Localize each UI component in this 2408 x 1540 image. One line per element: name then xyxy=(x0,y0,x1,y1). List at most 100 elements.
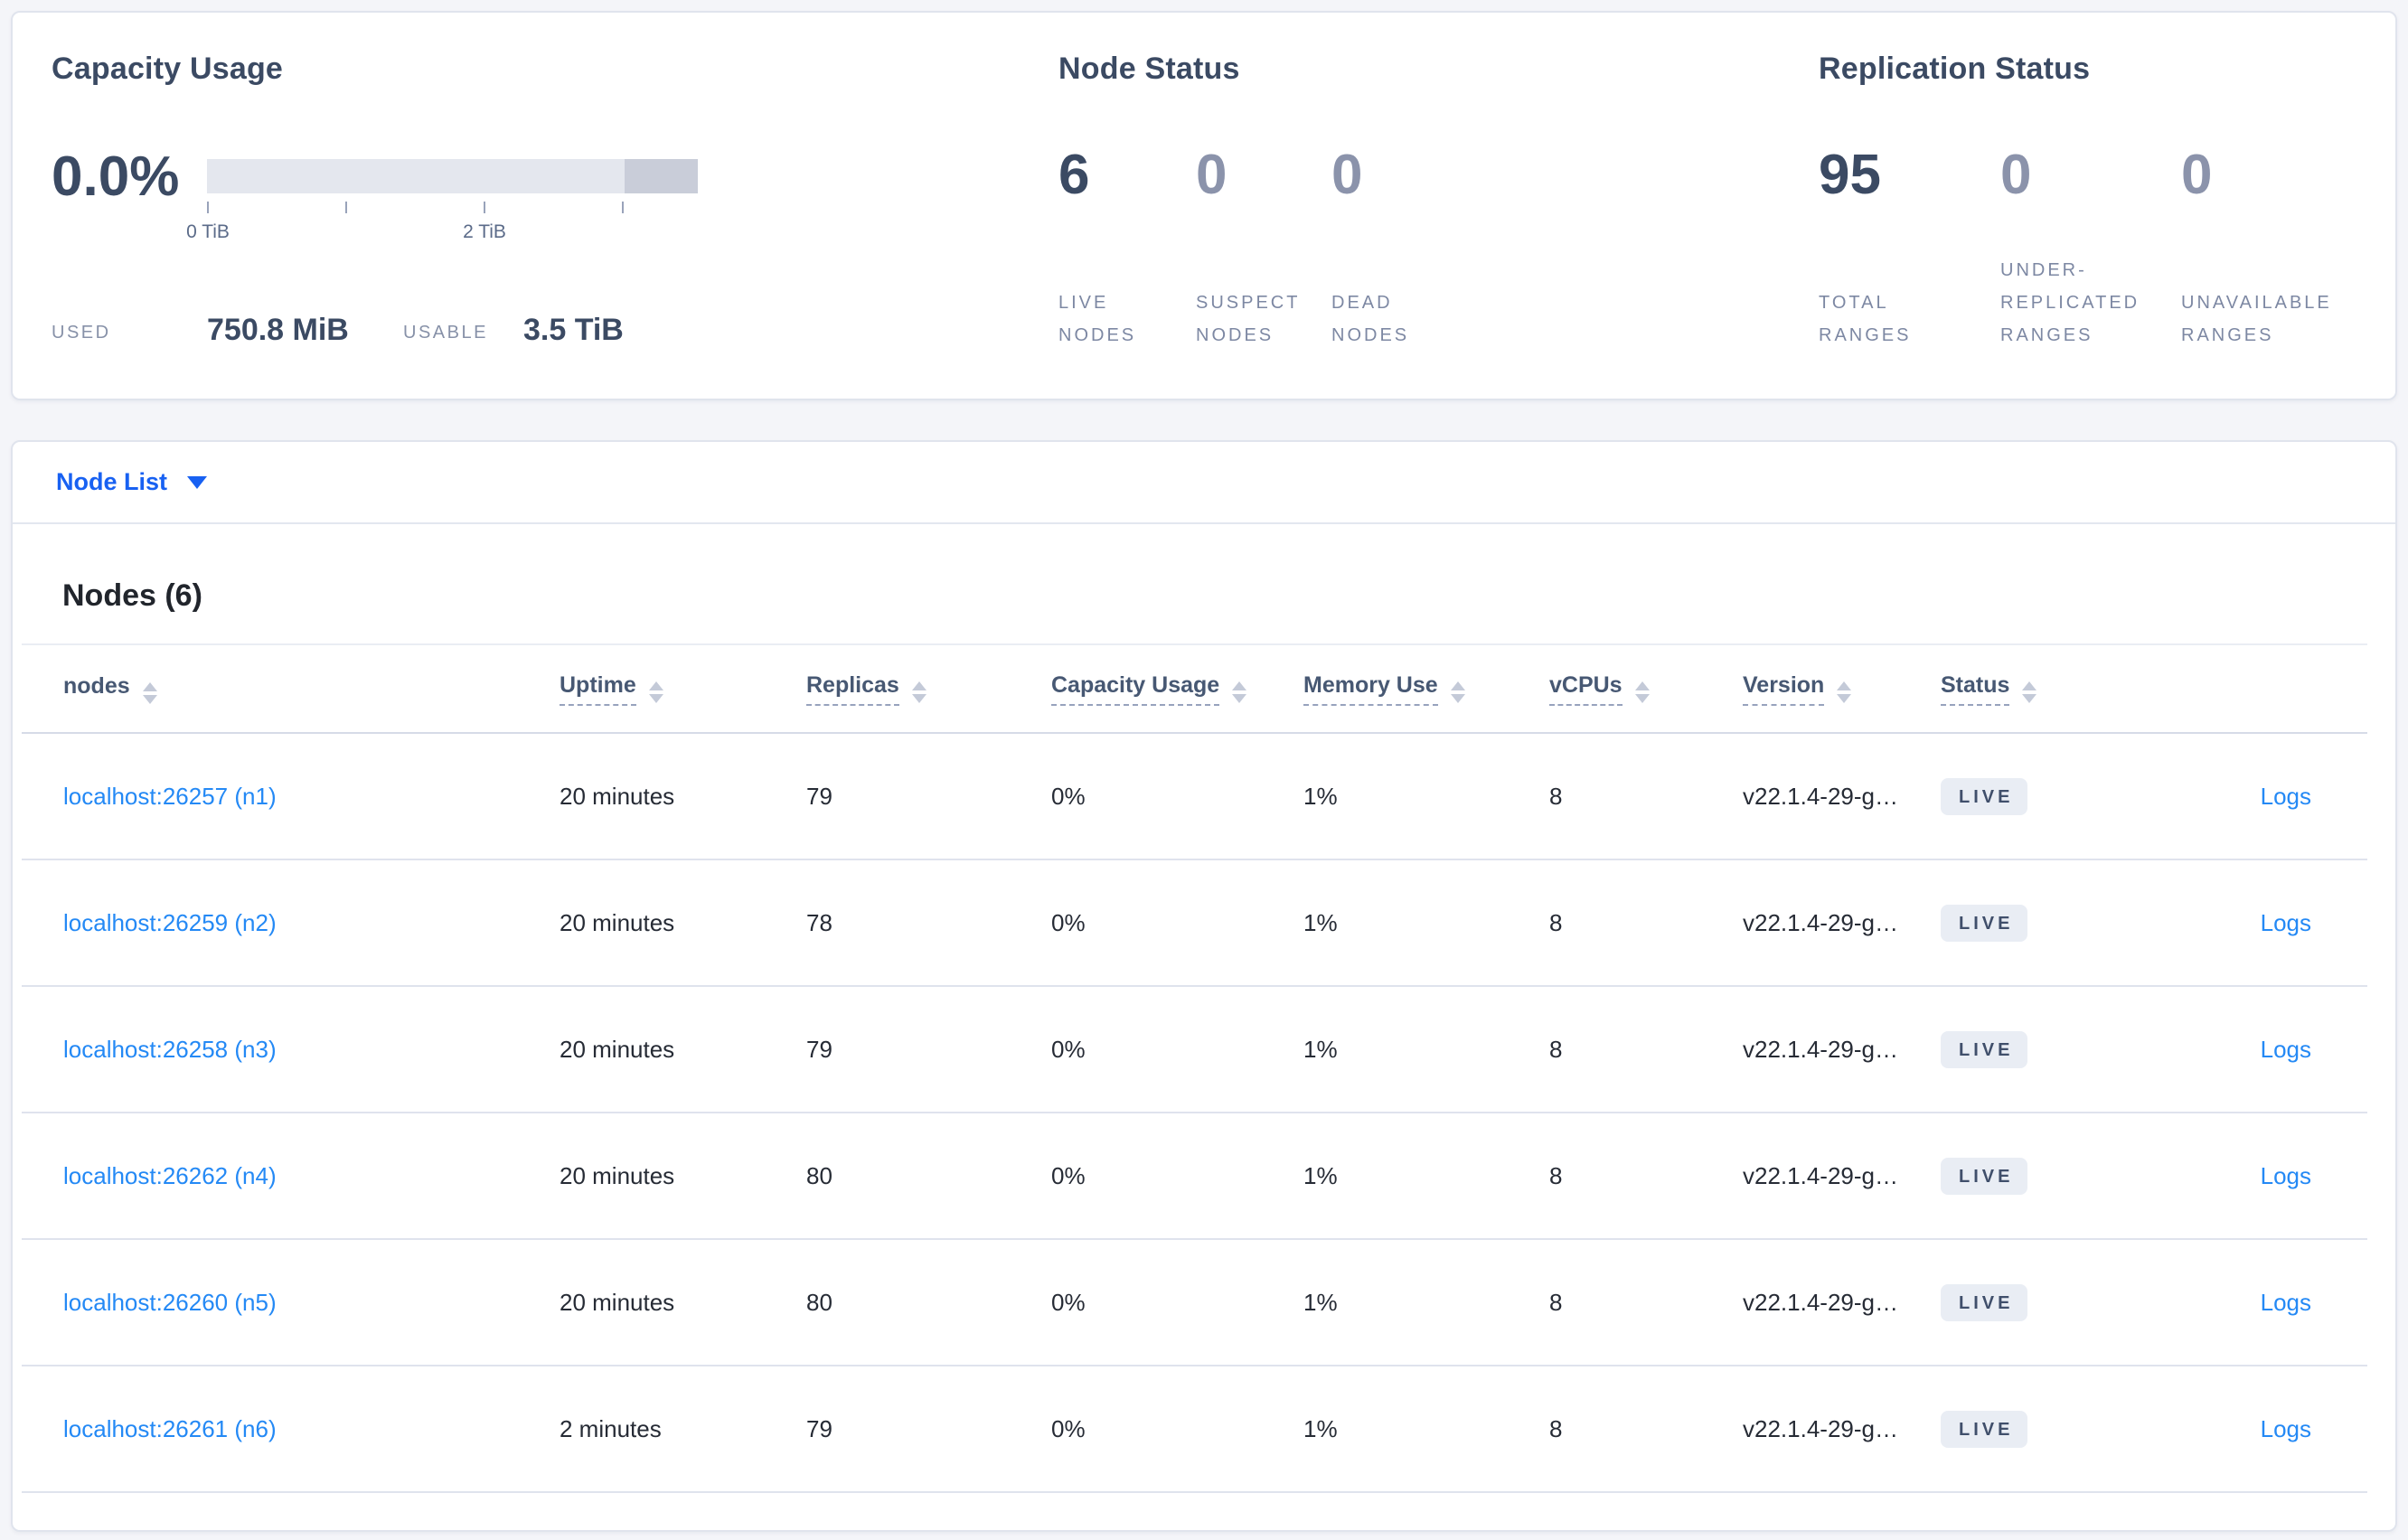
cluster-summary-panel: Capacity Usage 0.0% 0 TiB 2 TiB USED 750… xyxy=(11,11,2397,400)
sort-icon[interactable] xyxy=(911,681,927,703)
memory-use-cell-cell: 1% xyxy=(1303,859,1549,987)
logs-link[interactable]: Logs xyxy=(2260,782,2311,810)
replicas-cell: 79 xyxy=(806,782,832,810)
vcpus-cell-cell: 8 xyxy=(1549,986,1743,1113)
status-badge: LIVE xyxy=(1941,1283,2028,1321)
uptime-cell: 20 minutes xyxy=(560,908,675,936)
capacity-usage-cell-cell: 0% xyxy=(1051,733,1303,860)
sort-icon[interactable] xyxy=(648,681,663,703)
replicas-cell-cell: 79 xyxy=(806,733,1051,860)
nodes-heading: Nodes (6) xyxy=(62,578,202,613)
node-list-dropdown[interactable]: Node List xyxy=(13,442,2395,524)
column-header-vcpus[interactable]: vCPUs xyxy=(1549,644,1743,734)
column-header-replicas[interactable]: Replicas xyxy=(806,644,1051,734)
column-label-version: Version xyxy=(1743,672,1825,706)
column-header-version[interactable]: Version xyxy=(1743,644,1941,734)
column-label-capacity-usage: Capacity Usage xyxy=(1051,672,1220,706)
suspect-nodes-label: SUSPECT NODES xyxy=(1196,293,1301,345)
sort-icon[interactable] xyxy=(2022,681,2037,703)
capacity-legend: USED 750.8 MiB USABLE 3.5 TiB xyxy=(52,310,1001,348)
status-badge: LIVE xyxy=(1941,1410,2028,1448)
version-cell: v22.1.4-29-g… xyxy=(1743,1035,1898,1063)
status-badge-cell: LIVE xyxy=(1941,1113,2171,1240)
uptime-cell-cell: 20 minutes xyxy=(560,1239,806,1366)
replicas-cell: 78 xyxy=(806,908,832,936)
node-status-title: Node Status xyxy=(1058,52,1240,86)
uptime-cell-cell: 20 minutes xyxy=(560,859,806,987)
column-label-memory-use: Memory Use xyxy=(1303,672,1438,706)
capacity-usage-section: Capacity Usage 0.0% 0 TiB 2 TiB USED 750… xyxy=(52,52,1001,352)
memory-use-cell: 1% xyxy=(1303,1414,1338,1442)
dead-nodes-label: DEAD NODES xyxy=(1331,293,1410,345)
capacity-usage-cell: 0% xyxy=(1051,1161,1086,1189)
node-list-dropdown-label: Node List xyxy=(56,468,168,495)
node-link-cell: localhost:26257 (n1) xyxy=(22,733,560,860)
logs-link[interactable]: Logs xyxy=(2260,1035,2311,1063)
column-header-capacity-usage[interactable]: Capacity Usage xyxy=(1051,644,1303,734)
logs-link[interactable]: Logs xyxy=(2260,908,2311,936)
node-link[interactable]: localhost:26257 (n1) xyxy=(63,782,277,810)
table-row: localhost:26260 (n5) 20 minutes 80 0% 1% 8 v22… xyxy=(22,1239,2367,1366)
capacity-usage-cell-cell: 0% xyxy=(1051,859,1303,987)
column-header-logs xyxy=(2171,644,2367,734)
node-list-panel: Node List Nodes (6) nodes Uptime Replicas C… xyxy=(11,440,2397,1532)
uptime-cell: 20 minutes xyxy=(560,1035,675,1063)
dead-nodes-value: 0 xyxy=(1331,144,1363,206)
node-link[interactable]: localhost:26258 (n3) xyxy=(63,1035,277,1063)
node-link[interactable]: localhost:26262 (n4) xyxy=(63,1161,277,1189)
logs-link[interactable]: Logs xyxy=(2260,1288,2311,1316)
capacity-axis-label-2: 2 TiB xyxy=(463,221,506,242)
column-header-memory-use[interactable]: Memory Use xyxy=(1303,644,1549,734)
status-badge-cell: LIVE xyxy=(1941,733,2171,860)
column-label-status: Status xyxy=(1941,672,2010,706)
vcpus-cell-cell: 8 xyxy=(1549,859,1743,987)
node-status-values: 6 0 0 xyxy=(1058,147,1467,203)
memory-use-cell-cell: 1% xyxy=(1303,1366,1549,1493)
sort-icon[interactable] xyxy=(1450,681,1465,703)
nodes-table: nodes Uptime Replicas Capacity Usage Memory … xyxy=(22,643,2367,1493)
node-link[interactable]: localhost:26259 (n2) xyxy=(63,908,277,936)
capacity-usage-cell-cell: 0% xyxy=(1051,1239,1303,1366)
capacity-usage-cell: 0% xyxy=(1051,1288,1086,1316)
sort-icon[interactable] xyxy=(1232,681,1247,703)
vcpus-cell-cell: 8 xyxy=(1549,1366,1743,1493)
node-link-cell: localhost:26261 (n6) xyxy=(22,1366,560,1493)
sort-icon[interactable] xyxy=(1634,681,1650,703)
vcpus-cell-cell: 8 xyxy=(1549,1113,1743,1240)
memory-use-cell: 1% xyxy=(1303,908,1338,936)
replication-status-labels: TOTAL RANGES UNDER- REPLICATED RANGES UNAV… xyxy=(1819,254,2362,352)
capacity-usage-cell-cell: 0% xyxy=(1051,986,1303,1113)
node-link-cell: localhost:26260 (n5) xyxy=(22,1239,560,1366)
replicas-cell: 79 xyxy=(806,1035,832,1063)
table-row: localhost:26262 (n4) 20 minutes 80 0% 1% 8 v22… xyxy=(22,1113,2367,1240)
column-label-replicas: Replicas xyxy=(806,672,899,706)
used-label: USED xyxy=(52,323,111,343)
uptime-cell: 20 minutes xyxy=(560,782,675,810)
logs-link[interactable]: Logs xyxy=(2260,1414,2311,1442)
table-row: localhost:26261 (n6) 2 minutes 79 0% 1% 8 v22.… xyxy=(22,1366,2367,1493)
capacity-bar-reserved-segment xyxy=(625,159,698,193)
capacity-usage-cell: 0% xyxy=(1051,1414,1086,1442)
node-link[interactable]: localhost:26261 (n6) xyxy=(63,1414,277,1442)
chevron-down-icon xyxy=(187,475,208,489)
logs-link-cell: Logs xyxy=(2171,1239,2367,1366)
sort-icon[interactable] xyxy=(142,682,157,704)
capacity-usage-cell: 0% xyxy=(1051,908,1086,936)
node-status-labels: LIVE NODES SUSPECT NODES DEAD NODES xyxy=(1058,286,1467,352)
unavailable-ranges-value: 0 xyxy=(2181,144,2213,206)
replication-status-title: Replication Status xyxy=(1819,52,2091,86)
node-link-cell: localhost:26259 (n2) xyxy=(22,859,560,987)
node-link[interactable]: localhost:26260 (n5) xyxy=(63,1288,277,1316)
total-ranges-label: TOTAL RANGES xyxy=(1819,293,1912,345)
column-header-uptime[interactable]: Uptime xyxy=(560,644,806,734)
vcpus-cell: 8 xyxy=(1549,1161,1563,1189)
vcpus-cell: 8 xyxy=(1549,1288,1563,1316)
sort-icon[interactable] xyxy=(1837,681,1852,703)
live-nodes-value: 6 xyxy=(1058,144,1090,206)
status-badge: LIVE xyxy=(1941,1030,2028,1068)
column-header-nodes[interactable]: nodes xyxy=(22,644,560,734)
logs-link[interactable]: Logs xyxy=(2260,1161,2311,1189)
replicas-cell-cell: 79 xyxy=(806,986,1051,1113)
column-header-status[interactable]: Status xyxy=(1941,644,2171,734)
